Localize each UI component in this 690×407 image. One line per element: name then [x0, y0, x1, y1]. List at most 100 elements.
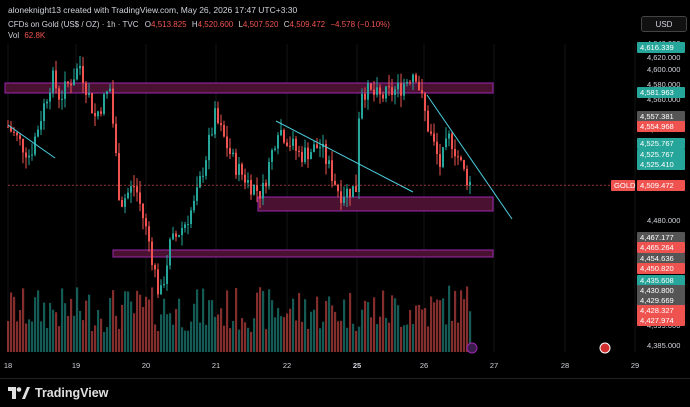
candle-body-51 — [160, 285, 162, 295]
price-tag[interactable]: 4,450.820 — [637, 263, 685, 274]
candle-body-56 — [175, 233, 177, 237]
candle-body-16 — [55, 70, 57, 89]
price-tag[interactable]: 4,557.381 — [637, 111, 685, 122]
price-tag[interactable]: 4,454.636 — [637, 253, 685, 264]
candle-body-81 — [250, 179, 252, 195]
candle-body-10 — [37, 129, 39, 137]
volume-bar-15 — [52, 309, 55, 352]
price-tag[interactable]: 4,525.767 — [637, 149, 685, 160]
candle-body-134 — [409, 81, 411, 83]
volume-bar-51 — [160, 314, 163, 352]
price-tag[interactable]: 4,427.974 — [637, 315, 685, 326]
price-axis-label: 4,620.000 — [647, 53, 681, 62]
volume-bar-153 — [466, 286, 469, 352]
volume-bar-94 — [289, 308, 292, 352]
volume-bar-149 — [454, 290, 457, 352]
volume-bar-121 — [370, 317, 373, 352]
candle-body-14 — [49, 92, 51, 102]
candle-body-147 — [448, 133, 450, 139]
volume-bar-1 — [10, 292, 13, 352]
volume-bar-53 — [166, 314, 169, 352]
volume-bar-20 — [67, 315, 70, 352]
candle-body-22 — [73, 79, 75, 86]
volume-bar-30 — [97, 310, 100, 352]
volume-bar-71 — [220, 308, 223, 352]
ohlc-legend: CFDs on Gold (US$ / OZ) · 1h · TVC O4,51… — [8, 20, 390, 29]
candle-body-118 — [361, 93, 363, 119]
volume-bar-12 — [43, 302, 46, 352]
volume-bar-133 — [406, 324, 409, 352]
candle-body-23 — [76, 68, 78, 80]
tradingview-logo[interactable]: TradingView — [8, 386, 108, 400]
volume-bar-3 — [16, 321, 19, 352]
candle-body-137 — [418, 81, 420, 91]
candle-body-143 — [436, 141, 438, 154]
price-tag[interactable]: 4,467.177 — [637, 232, 685, 243]
volume-bar-134 — [409, 310, 412, 352]
resistance-zone — [4, 82, 494, 94]
candle-body-83 — [256, 185, 258, 192]
candle-body-54 — [169, 239, 171, 266]
volume-bar-62 — [193, 303, 196, 352]
candle-body-76 — [235, 152, 237, 175]
volume-bar-85 — [262, 290, 265, 352]
volume-bar-145 — [442, 298, 445, 352]
candle-body-11 — [40, 121, 42, 130]
volume-bar-120 — [367, 302, 370, 352]
price-tag[interactable]: 4,430.800 — [637, 285, 685, 296]
volume-bar-35 — [112, 290, 115, 352]
candle-body-98 — [301, 151, 303, 162]
candle-body-99 — [304, 147, 306, 162]
price-tag[interactable]: 4,525.410 — [637, 159, 685, 170]
candle-body-73 — [226, 136, 228, 149]
candle-body-52 — [163, 283, 165, 286]
price-tag[interactable]: 4,465.264 — [637, 242, 685, 253]
volume-bar-102 — [313, 309, 316, 352]
candle-body-106 — [325, 144, 327, 165]
candle-body-110 — [337, 184, 339, 192]
candle-body-78 — [241, 164, 243, 175]
volume-value: 62.8K — [24, 31, 46, 40]
time-axis-label: 22 — [282, 361, 292, 370]
price-tag[interactable]: 4,554.968 — [637, 121, 685, 132]
volume-bar-10 — [37, 290, 40, 352]
candle-body-53 — [166, 265, 168, 284]
volume-bar-112 — [343, 299, 346, 352]
candle-body-128 — [391, 87, 393, 96]
candle-body-25 — [82, 65, 84, 83]
candle-body-136 — [415, 74, 417, 82]
candle-body-79 — [244, 174, 246, 183]
symbol-name[interactable]: CFDs on Gold (US$ / OZ) · 1h · TVC — [8, 20, 139, 29]
price-tag[interactable]: 4,616.339 — [637, 42, 685, 53]
change-value: −4.578 (−0.10%) — [330, 20, 390, 29]
candle-body-146 — [445, 138, 447, 148]
volume-bar-33 — [106, 327, 109, 352]
price-tag[interactable]: 4,429.669 — [637, 295, 685, 306]
currency-button[interactable]: USD — [641, 16, 687, 32]
volume-bar-79 — [244, 322, 247, 352]
volume-bar-27 — [88, 294, 91, 352]
candle-body-125 — [382, 94, 384, 99]
volume-bar-0 — [7, 321, 10, 352]
price-tag[interactable]: 4,428.327 — [637, 305, 685, 316]
candle-body-45 — [142, 203, 144, 219]
open-label: O — [144, 20, 152, 29]
price-tag[interactable]: 4,581.963 — [637, 87, 685, 98]
volume-bar-43 — [136, 290, 139, 352]
price-tag[interactable]: 4,525.767 — [637, 138, 685, 149]
volume-bar-103 — [316, 296, 319, 352]
candle-body-122 — [373, 89, 375, 95]
volume-bar-154 — [469, 311, 472, 352]
candle-body-89 — [274, 148, 276, 150]
candle-body-60 — [187, 223, 189, 225]
candle-body-7 — [28, 155, 30, 158]
low-label: L — [238, 20, 243, 29]
volume-bar-61 — [190, 321, 193, 352]
candle-body-47 — [148, 226, 150, 242]
volume-bar-56 — [175, 309, 178, 352]
price-tag[interactable]: 4,509.472 — [637, 180, 685, 191]
price-tag[interactable]: 4,435.608 — [637, 275, 685, 286]
candle-body-75 — [232, 152, 234, 154]
